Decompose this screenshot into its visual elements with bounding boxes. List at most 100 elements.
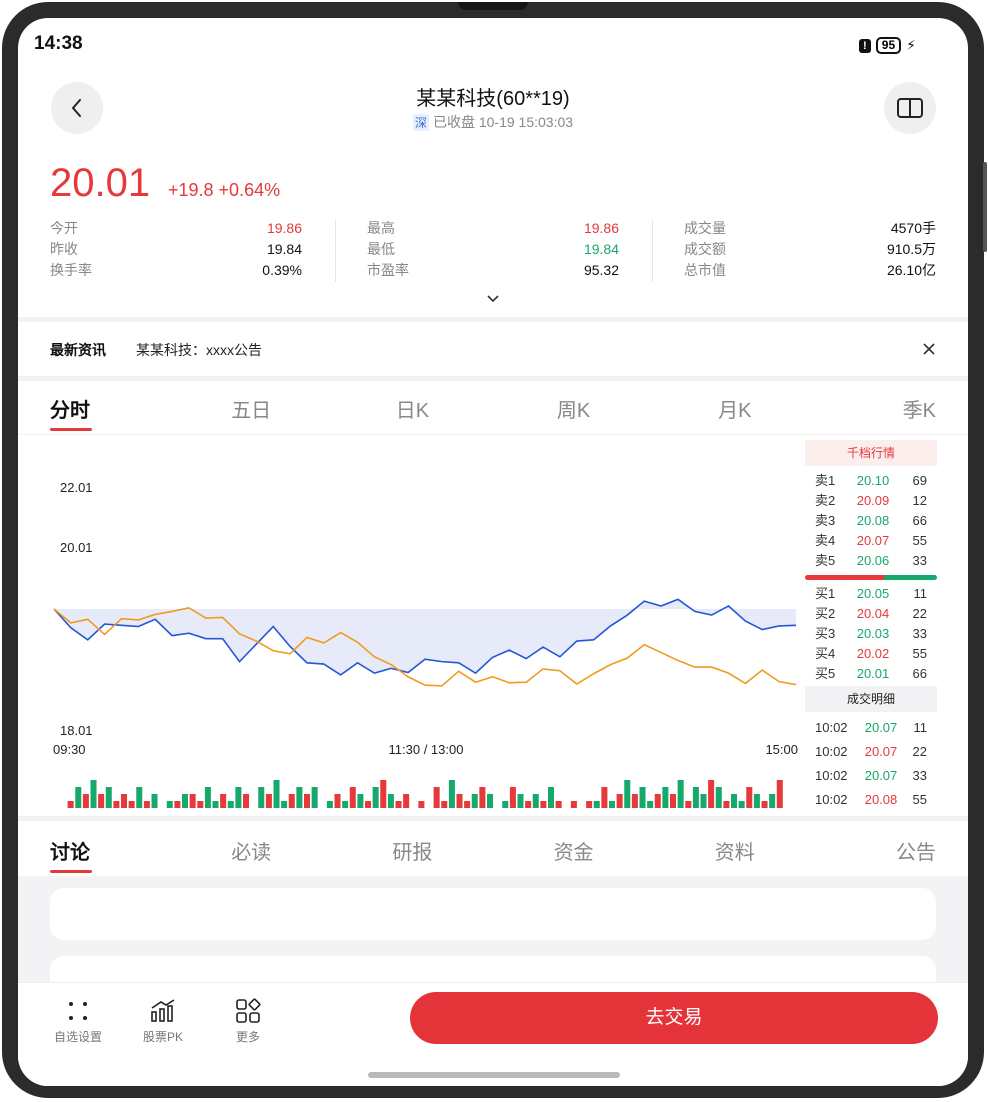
sell-row[interactable]: 卖2 20.09 12 — [805, 491, 937, 511]
axis-label: 15:00 — [765, 742, 798, 757]
close-icon[interactable] — [922, 342, 936, 356]
market-status: 深已收盘 10-19 15:03:03 — [268, 112, 718, 132]
volume-bar — [334, 794, 341, 808]
volume-bar — [273, 780, 280, 808]
page-title: 某某科技(60**19) — [416, 88, 570, 110]
volume-bar — [700, 794, 707, 808]
volume-bar — [677, 780, 684, 808]
content-tab[interactable]: 必读 — [231, 842, 272, 864]
volume-bar — [624, 780, 631, 808]
volume-bar — [403, 794, 410, 808]
stock-pk-button[interactable]: 股票PK — [128, 998, 198, 1045]
buy-row[interactable]: 买5 20.01 66 — [805, 664, 937, 684]
apps-icon — [236, 998, 261, 1023]
buy-sell-ratio-bar — [805, 575, 937, 580]
trade-time: 10:02 — [815, 744, 848, 759]
feed-card[interactable] — [50, 888, 936, 940]
content-tabs: 讨论 必读 研报 资金 资料 公告 — [50, 836, 936, 873]
volume-bar — [761, 801, 768, 808]
sell-ratio — [805, 575, 885, 580]
volume-bar — [654, 794, 661, 808]
watchlist-settings-button[interactable]: 自选设置 — [43, 998, 113, 1045]
volume-bar — [342, 801, 349, 808]
volume-bar — [296, 787, 303, 808]
volume-bar — [387, 794, 394, 808]
chart-tab[interactable]: 周K — [556, 400, 591, 422]
volume-bar — [204, 787, 211, 808]
sell-label: 卖5 — [815, 553, 836, 568]
chart-tab[interactable]: 分时 — [50, 394, 130, 431]
trade-time: 10:02 — [815, 720, 848, 735]
volume-bar — [525, 801, 532, 808]
buy-label: 买4 — [815, 646, 836, 661]
expand-icon[interactable] — [486, 294, 500, 304]
trade-button[interactable]: 去交易 — [410, 992, 938, 1044]
sell-list: 卖1 20.10 69 卖2 20.09 12 卖3 20.08 66 卖4 20.07 55 卖5 20… — [805, 471, 937, 571]
status-icons: ! 95 ⚡ — [858, 37, 916, 54]
sell-row[interactable]: 卖5 20.06 33 — [805, 551, 937, 571]
split-view-button[interactable] — [884, 82, 936, 134]
series-line — [53, 598, 797, 676]
price-area — [54, 599, 796, 675]
volume-bar — [616, 794, 623, 808]
section-divider — [18, 376, 968, 381]
sell-row[interactable]: 卖3 20.08 66 — [805, 511, 937, 531]
volume-bar — [776, 780, 783, 808]
buy-row[interactable]: 买2 20.04 22 — [805, 604, 937, 624]
volume-bar — [105, 787, 112, 808]
sell-row[interactable]: 卖4 20.07 55 — [805, 531, 937, 551]
order-book: 千档行情 卖1 20.10 69 卖2 20.09 12 卖3 20.08 66 卖4 20.07 5… — [805, 440, 937, 812]
sell-label: 卖4 — [815, 533, 836, 548]
chart-tab[interactable]: 月K — [718, 400, 752, 422]
volume-bar — [448, 780, 455, 808]
sell-vol: 55 — [912, 533, 927, 548]
more-button[interactable]: 更多 — [213, 998, 283, 1045]
volume-bar — [593, 801, 600, 808]
volume-bar — [82, 794, 89, 808]
content-tab[interactable]: 资料 — [714, 842, 755, 864]
chart-tab[interactable]: 五日 — [231, 400, 272, 422]
volume-bar — [212, 801, 219, 808]
volume-bar — [662, 787, 669, 808]
volume-bar — [769, 794, 776, 808]
stat-label: 最高 — [367, 220, 395, 236]
chart-tab[interactable]: 季K — [902, 400, 936, 422]
volume-bar — [685, 801, 692, 808]
back-button[interactable] — [51, 82, 103, 134]
volume-bar — [220, 794, 227, 808]
buy-row[interactable]: 买3 20.03 33 — [805, 624, 937, 644]
content-tab[interactable]: 研报 — [392, 842, 433, 864]
volume-bar — [532, 794, 539, 808]
buy-vol: 22 — [912, 606, 927, 621]
chart-tab[interactable]: 日K — [395, 400, 430, 422]
trade-time: 10:02 — [815, 768, 848, 783]
buy-label: 买3 — [815, 626, 836, 641]
volume-bar — [113, 801, 120, 808]
volume-bar — [90, 780, 97, 808]
content-tab[interactable]: 资金 — [553, 842, 594, 864]
volume-bar — [715, 787, 722, 808]
chart-tabs: 分时 五日 日K 周K 月K 季K — [50, 394, 936, 431]
order-book-title[interactable]: 千档行情 — [805, 440, 937, 466]
sell-vol: 69 — [912, 473, 927, 488]
news-headline[interactable]: 某某科技：xxxx公告 — [136, 342, 262, 358]
volume-bar — [227, 801, 234, 808]
stat-row: 最低 19.84 — [367, 239, 619, 260]
volume-bar — [357, 794, 364, 808]
trade-list: 10:02 20.07 11 10:02 20.07 22 10:02 20.07 33 10:0… — [805, 716, 937, 812]
device-hinge — [458, 2, 528, 10]
stat-label: 今开 — [50, 220, 78, 236]
content-tab[interactable]: 公告 — [895, 842, 936, 864]
more-label: 更多 — [235, 1030, 260, 1044]
buy-row[interactable]: 买1 20.05 11 — [805, 584, 937, 604]
home-indicator[interactable] — [368, 1072, 620, 1078]
axis-label: 09:30 — [53, 742, 86, 757]
buy-row[interactable]: 买4 20.02 55 — [805, 644, 937, 664]
sell-row[interactable]: 卖1 20.10 69 — [805, 471, 937, 491]
content-tab[interactable]: 讨论 — [50, 836, 130, 873]
sell-vol: 12 — [912, 493, 927, 508]
stat-row: 换手率 0.39% — [50, 260, 302, 281]
volume-bar — [349, 787, 356, 808]
trades-title[interactable]: 成交明细 — [805, 686, 937, 712]
volume-bar — [441, 801, 448, 808]
